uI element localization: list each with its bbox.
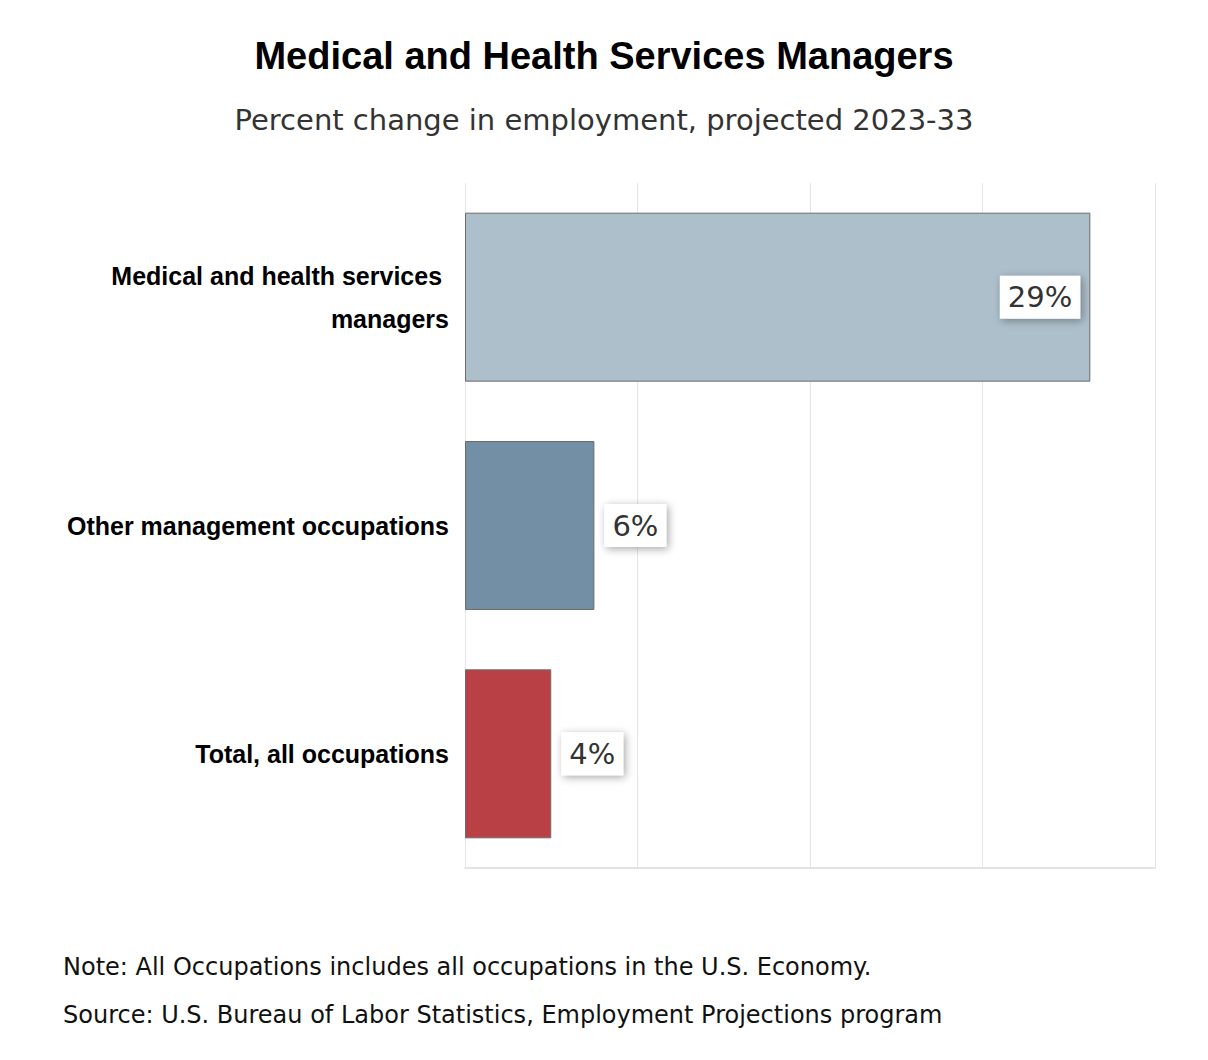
svg-text:managers: managers [331,305,449,333]
svg-text:Total, all occupations: Total, all occupations [195,740,449,768]
svg-text:Percent change in employment,: Percent change in employment, projected … [235,103,974,137]
svg-text:6%: 6% [612,509,658,543]
svg-text:Medical and Health Services Ma: Medical and Health Services Managers [254,35,953,77]
svg-text:29%: 29% [1008,280,1072,314]
svg-text:4%: 4% [569,737,615,771]
svg-text:Source: U.S. Bureau of Labor S: Source: U.S. Bureau of Labor Statistics,… [63,1001,942,1029]
svg-text:Other management occupations: Other management occupations [67,512,449,540]
svg-text:Note: All Occupations includes: Note: All Occupations includes all occup… [63,953,871,981]
svg-text:Medical and health services: Medical and health services [111,262,449,290]
